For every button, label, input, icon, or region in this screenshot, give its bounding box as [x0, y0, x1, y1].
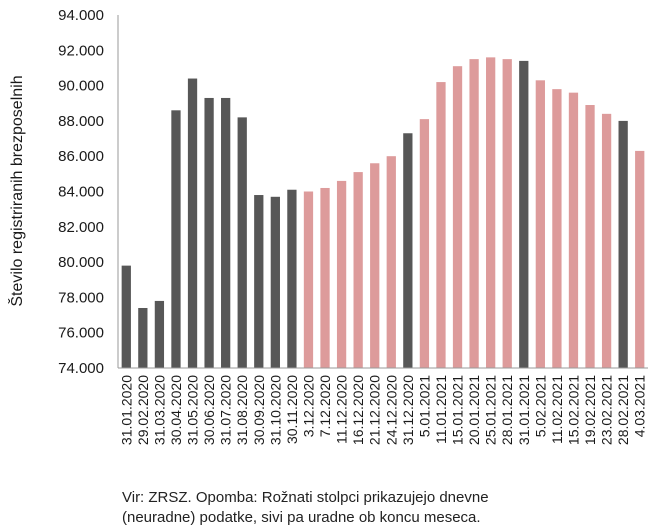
bar	[171, 110, 181, 368]
y-tick-label: 80.000	[58, 254, 104, 271]
bar	[502, 59, 512, 368]
x-tick-label: 30.09.2020	[251, 375, 267, 445]
x-tick-labels: 31.01.2020 29.02.2020 31.03.2020 30.04.2020…	[118, 375, 647, 445]
x-tick-label: 7.12.2020	[317, 375, 333, 437]
bar	[618, 120, 628, 369]
source-note-line-1: Vir: ZRSZ. Opomba: Rožnati stolpci prika…	[122, 489, 489, 506]
y-tick-label: 82.000	[58, 219, 104, 236]
bar	[386, 156, 396, 368]
bar	[519, 60, 529, 368]
bar	[568, 92, 579, 368]
x-tick-label: 3.12.2020	[300, 375, 316, 437]
x-tick-label: 24.12.2020	[383, 375, 399, 445]
bar	[436, 82, 446, 368]
x-tick-label: 11.12.2020	[334, 375, 350, 444]
bar	[452, 66, 463, 368]
x-tick-label: 31.10.2020	[267, 375, 283, 445]
x-tick-label: 11.02.2021	[549, 375, 565, 444]
x-tick-label: 20.01.2021	[466, 375, 482, 445]
x-tick-label: 29.02.2020	[135, 375, 151, 445]
bar	[187, 78, 198, 368]
bar	[535, 80, 545, 369]
x-tick-label: 16.12.2020	[350, 375, 366, 445]
bar	[138, 307, 148, 368]
bar	[486, 57, 496, 369]
x-tick-label: 31.01.2020	[118, 375, 134, 445]
bar	[204, 97, 214, 368]
x-tick-label: 28.02.2021	[615, 375, 631, 445]
x-tick-label: 15.01.2021	[450, 375, 466, 445]
y-tick-labels: 74.000 76.000 78.000 80.000 82.000 84.000 86.0…	[58, 7, 104, 377]
x-tick-label: 28.01.2021	[499, 375, 515, 445]
x-tick-label: 30.11.2020	[284, 375, 300, 444]
bar	[154, 300, 165, 368]
y-tick-label: 88.000	[58, 113, 104, 130]
y-tick-label: 86.000	[58, 148, 104, 165]
x-tick-label: 30.04.2020	[168, 375, 184, 445]
x-tick-label: 15.02.2021	[565, 375, 581, 445]
bar	[320, 187, 330, 368]
bar	[585, 105, 595, 368]
x-tick-label: 11.01.2021	[433, 375, 449, 444]
bar	[552, 89, 562, 368]
bar	[635, 150, 645, 368]
y-tick-label: 74.000	[58, 360, 104, 377]
y-tick-label: 94.000	[58, 7, 104, 24]
x-tick-label: 23.02.2021	[599, 375, 615, 445]
x-tick-label: 31.05.2020	[185, 375, 201, 445]
bar	[353, 172, 363, 368]
x-tick-label: 25.01.2021	[483, 375, 499, 445]
x-tick-label: 31.01.2021	[516, 375, 532, 445]
y-axis-label-group: Število registriranih brezposelnih	[7, 75, 26, 306]
x-tick-label: 5.02.2021	[532, 375, 548, 437]
x-tick-label: 31.07.2020	[218, 375, 234, 445]
bar	[336, 180, 347, 368]
bar	[287, 189, 297, 368]
x-tick-label: 21.12.2020	[367, 375, 383, 445]
y-tick-label: 90.000	[58, 78, 104, 95]
y-tick-label: 84.000	[58, 184, 104, 201]
y-axis-label: Število registriranih brezposelnih	[7, 75, 26, 306]
y-tick-label: 78.000	[58, 289, 104, 306]
x-tick-label: 31.12.2020	[400, 375, 416, 445]
bar	[270, 196, 280, 368]
bar	[303, 191, 314, 368]
x-tick-label: 31.03.2020	[151, 375, 167, 445]
bar	[601, 113, 612, 368]
x-tick-label: 31.08.2020	[234, 375, 250, 445]
bar	[221, 97, 231, 368]
bar	[254, 195, 264, 368]
bar-chart: Število registriranih brezposelnih 74.00…	[7, 7, 648, 445]
bars	[121, 57, 645, 369]
bar	[370, 163, 380, 368]
bar	[403, 133, 413, 368]
x-tick-label: 30.06.2020	[201, 375, 217, 445]
bar	[237, 117, 247, 369]
x-tick-label: 19.02.2021	[582, 375, 598, 445]
x-tick-label: 4.03.2021	[632, 375, 648, 437]
source-note-line-2: (neuradne) podatke, sivi pa uradne ob ko…	[122, 509, 481, 526]
bar	[121, 265, 131, 368]
y-tick-label: 76.000	[58, 325, 104, 342]
y-tick-label: 92.000	[58, 42, 104, 59]
bar	[419, 119, 430, 368]
bar	[469, 59, 479, 368]
x-tick-label: 5.01.2021	[416, 375, 432, 437]
